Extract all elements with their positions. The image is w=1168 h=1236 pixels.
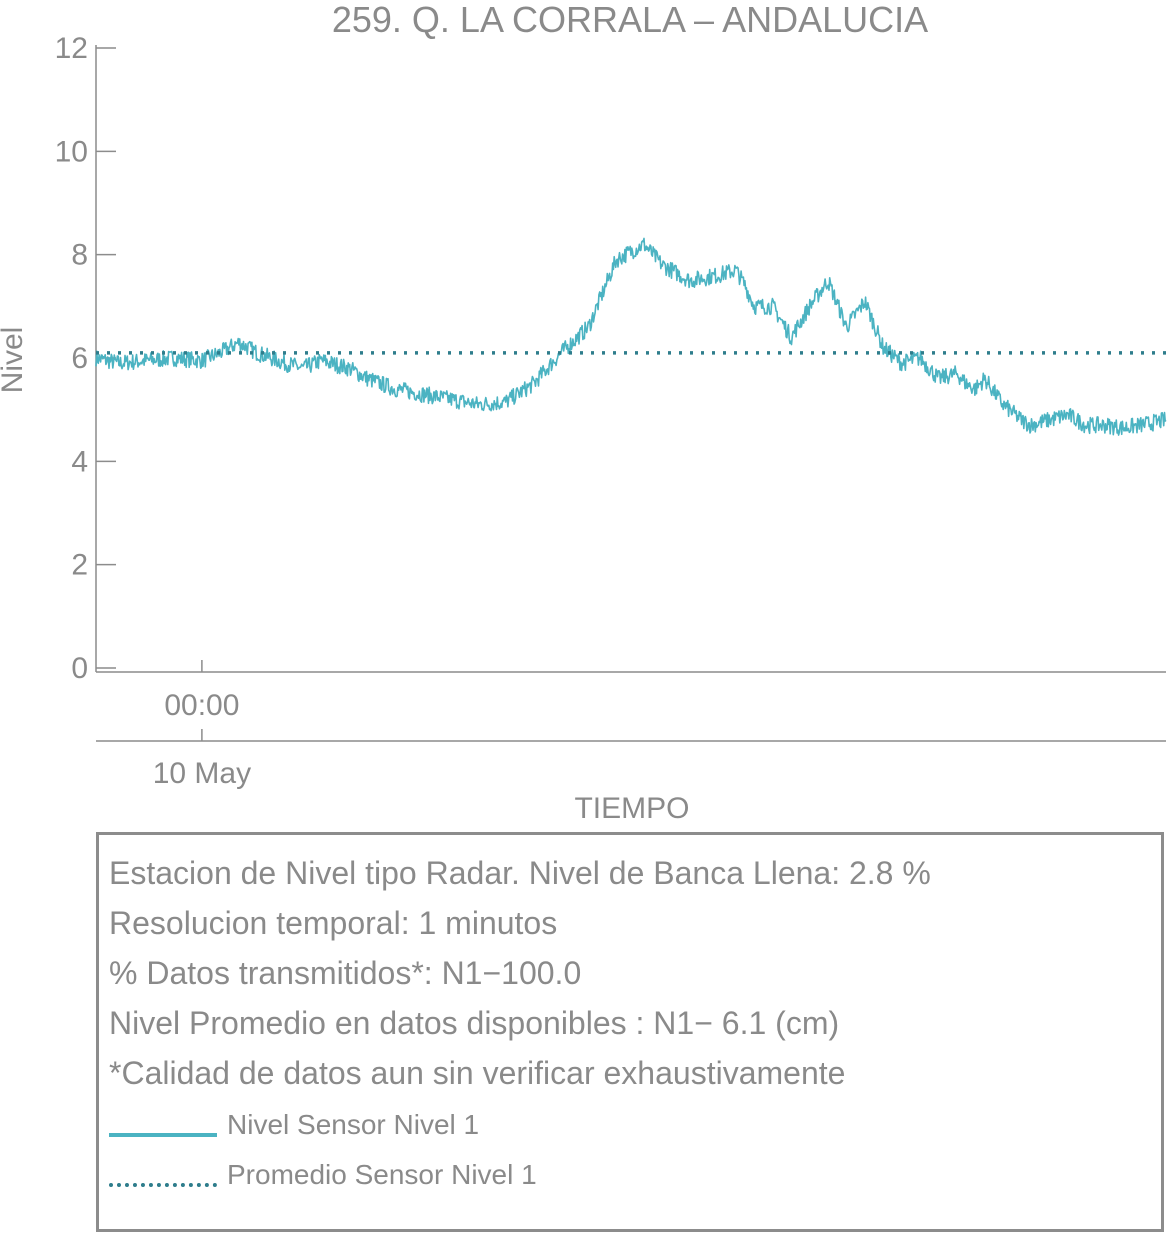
- info-average-level: Nivel Promedio en datos disponibles : N1…: [109, 1005, 840, 1041]
- legend-label-sensor: Nivel Sensor Nivel 1: [227, 1109, 480, 1140]
- legend-swatch-average: [109, 1183, 217, 1187]
- y-tick-label: 6: [71, 342, 88, 375]
- info-resolution: Resolucion temporal: 1 minutos: [109, 905, 558, 941]
- legend-label-average: Promedio Sensor Nivel 1: [227, 1159, 537, 1190]
- y-tick-label: 10: [55, 135, 88, 168]
- chart: 259. Q. LA CORRALA – ANDALUCIA 0 2 4 6 8 10 12…: [0, 0, 1167, 825]
- x-tick-label: 00:00: [164, 689, 239, 722]
- y-axis-label: Nivel: [0, 327, 29, 394]
- y-tick-label: 8: [71, 239, 88, 272]
- y-tick-label: 12: [55, 32, 88, 65]
- x-axis: 00:00 10 May: [96, 660, 1166, 790]
- series-line-sensor: [95, 237, 1167, 436]
- y-tick-label: 0: [71, 652, 88, 685]
- y-tick-label: 4: [71, 445, 88, 478]
- info-quality-note: *Calidad de datos aun sin verificar exha…: [109, 1055, 846, 1091]
- legend-swatch-sensor: [109, 1133, 217, 1137]
- y-tick-label: 2: [71, 549, 88, 582]
- chart-title: 259. Q. LA CORRALA – ANDALUCIA: [332, 0, 928, 40]
- info-data-transmitted: % Datos transmitidos*: N1−100.0: [109, 955, 582, 991]
- x-axis-label: TIEMPO: [574, 792, 689, 825]
- info-station: Estacion de Nivel tipo Radar. Nivel de B…: [109, 855, 931, 891]
- series-layer: [95, 237, 1167, 436]
- x-date-label: 10 May: [153, 757, 251, 790]
- info-box: Estacion de Nivel tipo Radar. Nivel de B…: [96, 832, 1164, 1232]
- y-axis: 0 2 4 6 8 10 12: [55, 32, 116, 685]
